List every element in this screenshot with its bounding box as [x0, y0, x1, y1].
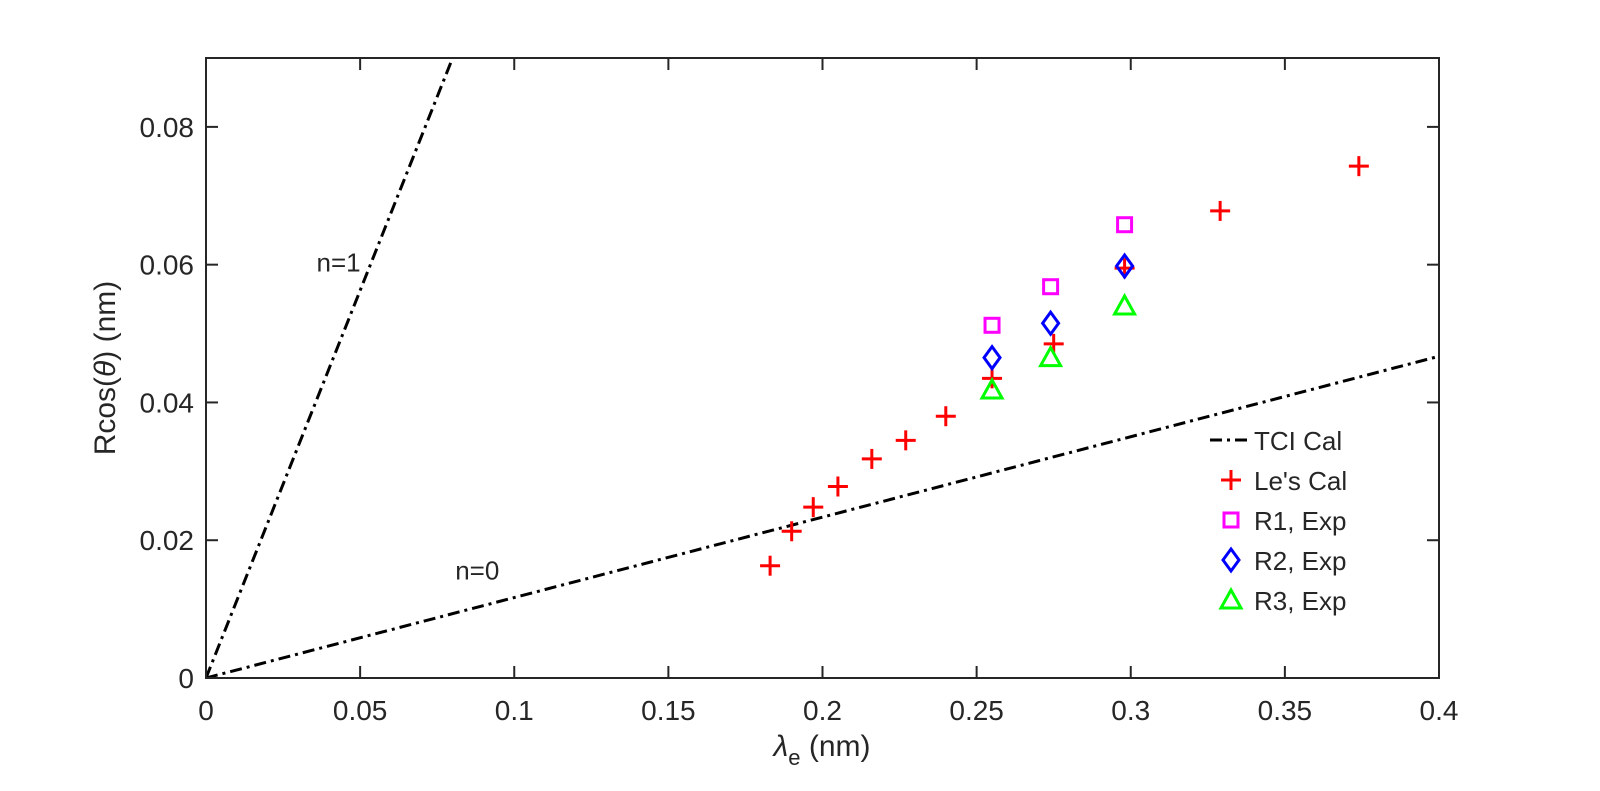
- le-s-cal-point: [827, 476, 848, 497]
- legend: TCI Cal Le's Cal R1, Exp R2, Exp R3, Exp: [1210, 426, 1347, 616]
- x-tick-label: 0.15: [641, 695, 696, 726]
- y-axis-label-prefix: Rcos(: [89, 377, 122, 455]
- legend-r2-exp-swatch: [1221, 546, 1241, 574]
- le-s-cal-point: [781, 521, 802, 542]
- legend-r1-exp-label: R1, Exp: [1254, 506, 1347, 536]
- y-axis-label: Rcos(θ) (nm): [89, 281, 122, 456]
- x-tick-label: 0.25: [949, 695, 1004, 726]
- plot-area: [206, 58, 1439, 678]
- r1-exp-point: [983, 316, 1001, 334]
- line-label-n0: n=0: [455, 555, 499, 585]
- le-s-cal-point: [861, 448, 882, 469]
- x-tick-label: 0.05: [333, 695, 388, 726]
- x-tick-label: 0.1: [495, 695, 534, 726]
- x-axis-label-subscript: e: [788, 745, 800, 770]
- data-markers: [760, 156, 1369, 576]
- x-tick-label: 0.3: [1111, 695, 1150, 726]
- x-axis-label: λe (nm): [771, 730, 870, 770]
- legend-le-s-cal-swatch: [1221, 470, 1241, 490]
- r2-exp-point: [1040, 309, 1061, 337]
- le-s-cal-point: [935, 406, 956, 427]
- x-tick-label: 0.2: [803, 695, 842, 726]
- r2-exp-point: [1114, 252, 1135, 280]
- le-s-cal-point: [803, 497, 824, 518]
- y-tick-label: 0.02: [140, 525, 195, 556]
- x-axis-label-symbol: λ: [771, 730, 788, 763]
- y-tick-label: 0.04: [140, 387, 195, 418]
- r3-exp-point: [1112, 292, 1138, 316]
- x-axis: 0 0.05 0.1 0.15 0.2 0.25 0.3 0.35 0.4: [198, 58, 1458, 726]
- legend-le-s-cal-label: Le's Cal: [1254, 466, 1347, 496]
- x-tick-label: 0: [198, 695, 214, 726]
- r1-exp-point: [1042, 278, 1060, 296]
- legend-r3-exp-swatch: [1218, 586, 1244, 610]
- y-tick-label: 0.06: [140, 250, 195, 281]
- line-labels: n=1 n=0: [316, 248, 499, 586]
- r2-exp-point: [982, 344, 1002, 372]
- tci-line-n1: [206, 58, 454, 678]
- r3-exp-point: [1038, 344, 1064, 368]
- x-tick-label: 0.35: [1258, 695, 1313, 726]
- y-axis-label-symbol: θ: [89, 360, 122, 377]
- le-s-cal-point: [760, 555, 781, 576]
- line-label-n1: n=1: [316, 248, 360, 278]
- x-axis-label-unit: (nm): [801, 730, 871, 763]
- y-axis-label-suffix: ) (nm): [89, 281, 122, 361]
- tci-line-n0: [206, 354, 1439, 678]
- le-s-cal-point: [1210, 200, 1231, 221]
- y-axis: 0 0.02 0.04 0.06 0.08: [140, 112, 1439, 694]
- legend-r3-exp-label: R3, Exp: [1254, 586, 1347, 616]
- r3-exp-point: [979, 376, 1005, 400]
- x-tick-label: 0.4: [1420, 695, 1459, 726]
- r1-exp-point: [1116, 216, 1134, 234]
- le-s-cal-point: [895, 430, 916, 451]
- legend-tci-cal-label: TCI Cal: [1254, 426, 1342, 456]
- legend-r2-exp-label: R2, Exp: [1254, 546, 1347, 576]
- y-tick-label: 0: [178, 663, 194, 694]
- data-lines: [206, 58, 1439, 678]
- y-tick-label: 0.08: [140, 112, 195, 143]
- le-s-cal-point: [1348, 156, 1369, 177]
- legend-r1-exp-swatch: [1222, 511, 1240, 529]
